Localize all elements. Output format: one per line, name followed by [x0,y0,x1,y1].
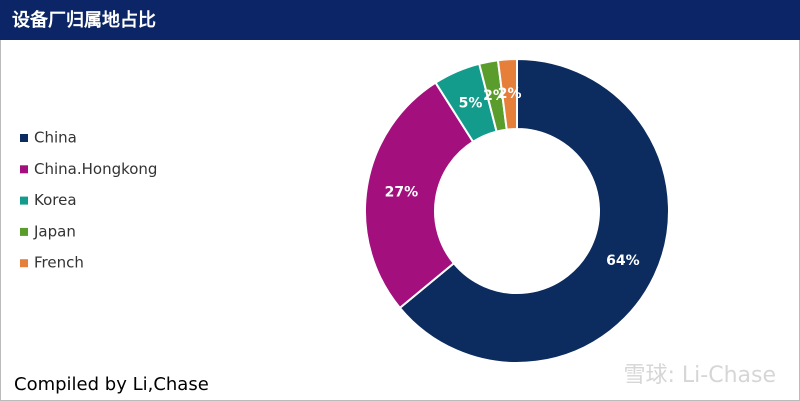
legend-swatch [20,196,28,205]
legend-swatch [20,259,28,268]
data-label: 5% [459,96,483,112]
legend-label: China.Hongkong [34,160,157,178]
donut-slice [398,57,670,364]
data-label: 64% [606,253,640,269]
chart-title: 设备厂归属地占比 [12,9,156,31]
donut-slice [496,57,518,131]
legend-label: Japan [33,222,76,240]
data-label: 2% [498,86,522,102]
legend-label: French [34,254,84,272]
watermark: 雪球: Li-Chase [624,363,777,388]
legend-label: Korea [34,191,77,209]
header-bar [0,0,800,40]
data-label: 27% [385,185,419,201]
donut-slice [364,81,475,310]
legend-label: China [34,129,77,147]
footer: Compiled by Li,Chase [14,374,209,395]
legend-swatch [20,134,28,142]
legend-swatch [20,227,28,236]
legend-swatch [20,165,28,174]
